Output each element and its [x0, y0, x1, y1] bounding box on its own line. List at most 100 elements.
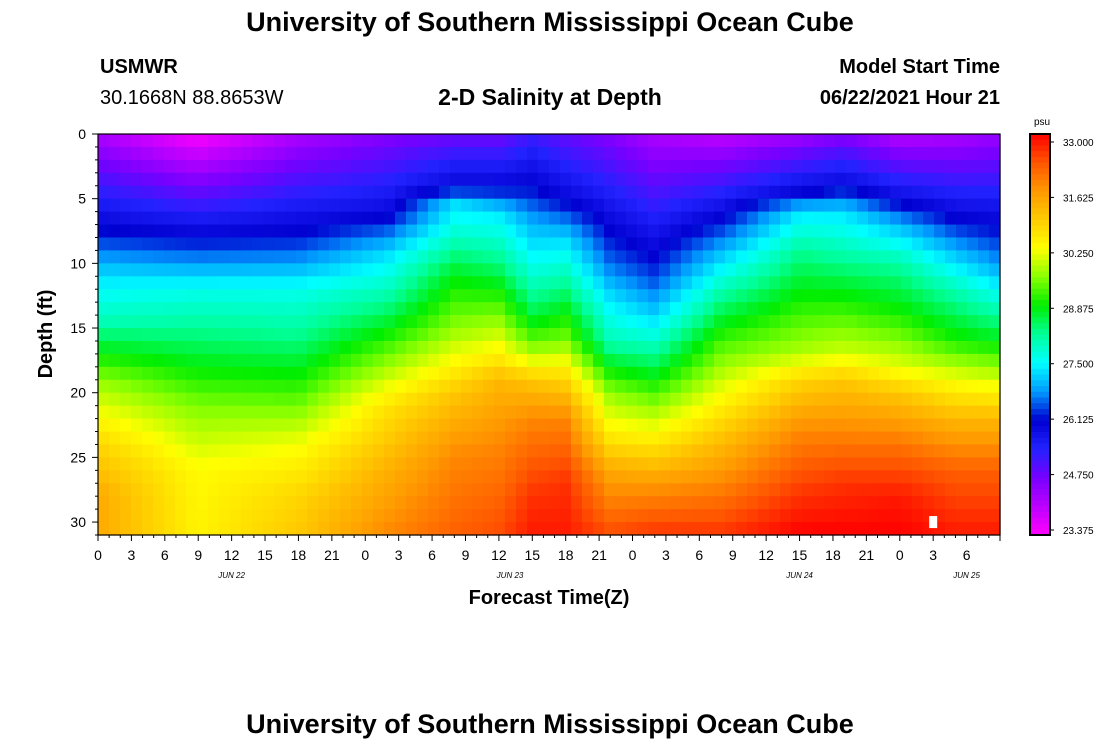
date-label: JUN 23: [496, 571, 524, 580]
heatmap-cell: [824, 289, 836, 303]
heatmap-cell: [736, 134, 748, 148]
heatmap-cell: [461, 340, 473, 355]
heatmap-cell: [131, 457, 143, 471]
heatmap-cell: [791, 366, 803, 381]
heatmap-cell: [197, 470, 209, 484]
heatmap-cell: [252, 418, 264, 433]
heatmap-cell: [571, 444, 583, 458]
heatmap-cell: [857, 237, 869, 252]
heatmap-cell: [428, 444, 440, 458]
colorbar-segment: [1030, 512, 1050, 519]
heatmap-cell: [241, 470, 253, 484]
heatmap-cell: [131, 185, 143, 200]
heatmap-cell: [780, 457, 792, 471]
heatmap-cell: [406, 172, 418, 187]
heatmap-cell: [879, 457, 891, 471]
heatmap-cell: [923, 302, 935, 316]
heatmap-cell: [879, 496, 891, 510]
heatmap-cell: [527, 302, 539, 316]
heatmap-cell: [153, 470, 165, 484]
heatmap-cell: [428, 289, 440, 303]
heatmap-cell: [901, 392, 913, 407]
heatmap-cell: [989, 237, 1001, 252]
heatmap-cell: [670, 276, 682, 290]
heatmap-cell: [505, 470, 517, 484]
heatmap-cell: [703, 444, 715, 458]
heatmap-cell: [648, 418, 660, 433]
heatmap-cell: [505, 250, 517, 264]
heatmap-cell: [626, 146, 638, 161]
heatmap-cell: [241, 522, 253, 536]
heatmap-cell: [648, 392, 660, 407]
heatmap-cell: [780, 418, 792, 433]
heatmap-cell: [241, 483, 253, 497]
heatmap-cell: [450, 483, 462, 497]
heatmap-cell: [549, 444, 561, 458]
heatmap-cell: [318, 328, 330, 342]
heatmap-cell: [780, 392, 792, 407]
heatmap-cell: [395, 509, 407, 523]
heatmap-cell: [175, 418, 187, 433]
heatmap-cell: [582, 392, 594, 407]
heatmap-cell: [769, 224, 781, 239]
heatmap-cell: [406, 405, 418, 420]
heatmap-cell: [967, 237, 979, 252]
heatmap-cell: [450, 328, 462, 342]
heatmap-cell: [406, 315, 418, 329]
heatmap-cell: [769, 470, 781, 484]
heatmap-cell: [230, 392, 242, 407]
heatmap-cell: [109, 263, 121, 277]
heatmap-cell: [351, 198, 363, 213]
heatmap-cell: [483, 431, 495, 446]
colorbar-segment: [1030, 305, 1050, 313]
heatmap-cell: [472, 276, 484, 290]
heatmap-cell: [362, 315, 374, 329]
heatmap-cell: [285, 276, 297, 290]
heatmap-cell: [483, 392, 495, 407]
heatmap-cell: [901, 198, 913, 213]
heatmap-cell: [395, 483, 407, 497]
heatmap-cell: [670, 263, 682, 277]
heatmap-cell: [725, 172, 737, 187]
heatmap-cell: [494, 134, 506, 148]
heatmap-cell: [780, 134, 792, 148]
heatmap-cell: [472, 146, 484, 161]
heatmap-cell: [648, 198, 660, 213]
heatmap-cell: [615, 483, 627, 497]
heatmap-cell: [813, 444, 825, 458]
heatmap-cell: [670, 289, 682, 303]
heatmap-cell: [395, 146, 407, 161]
heatmap-cell: [164, 198, 176, 213]
heatmap-cell: [219, 263, 231, 277]
heatmap-cell: [725, 302, 737, 316]
heatmap-cell: [307, 340, 319, 355]
heatmap-cell: [857, 198, 869, 213]
heatmap-cell: [692, 340, 704, 355]
heatmap-cell: [923, 431, 935, 446]
heatmap-cell: [527, 483, 539, 497]
heatmap-cell: [835, 496, 847, 510]
heatmap-cell: [230, 470, 242, 484]
heatmap-cell: [769, 340, 781, 355]
heatmap-cell: [725, 418, 737, 433]
heatmap-cell: [285, 496, 297, 510]
heatmap-cell: [626, 159, 638, 174]
heatmap-cell: [901, 302, 913, 316]
heatmap-cell: [406, 457, 418, 471]
heatmap-cell: [659, 134, 671, 148]
heatmap-cell: [494, 328, 506, 342]
heatmap-cell: [549, 250, 561, 264]
heatmap-cell: [186, 340, 198, 355]
heatmap-cell: [472, 250, 484, 264]
heatmap-cell: [98, 379, 110, 394]
heatmap-cell: [604, 159, 616, 174]
heatmap-cell: [351, 340, 363, 355]
heatmap-cell: [406, 328, 418, 342]
heatmap-cell: [791, 250, 803, 264]
colorbar-tick-label: 31.625: [1063, 193, 1094, 204]
heatmap-cell: [747, 366, 759, 381]
heatmap-cell: [417, 457, 429, 471]
heatmap-cell: [802, 431, 814, 446]
heatmap-cell: [516, 198, 528, 213]
heatmap-cell: [802, 379, 814, 394]
